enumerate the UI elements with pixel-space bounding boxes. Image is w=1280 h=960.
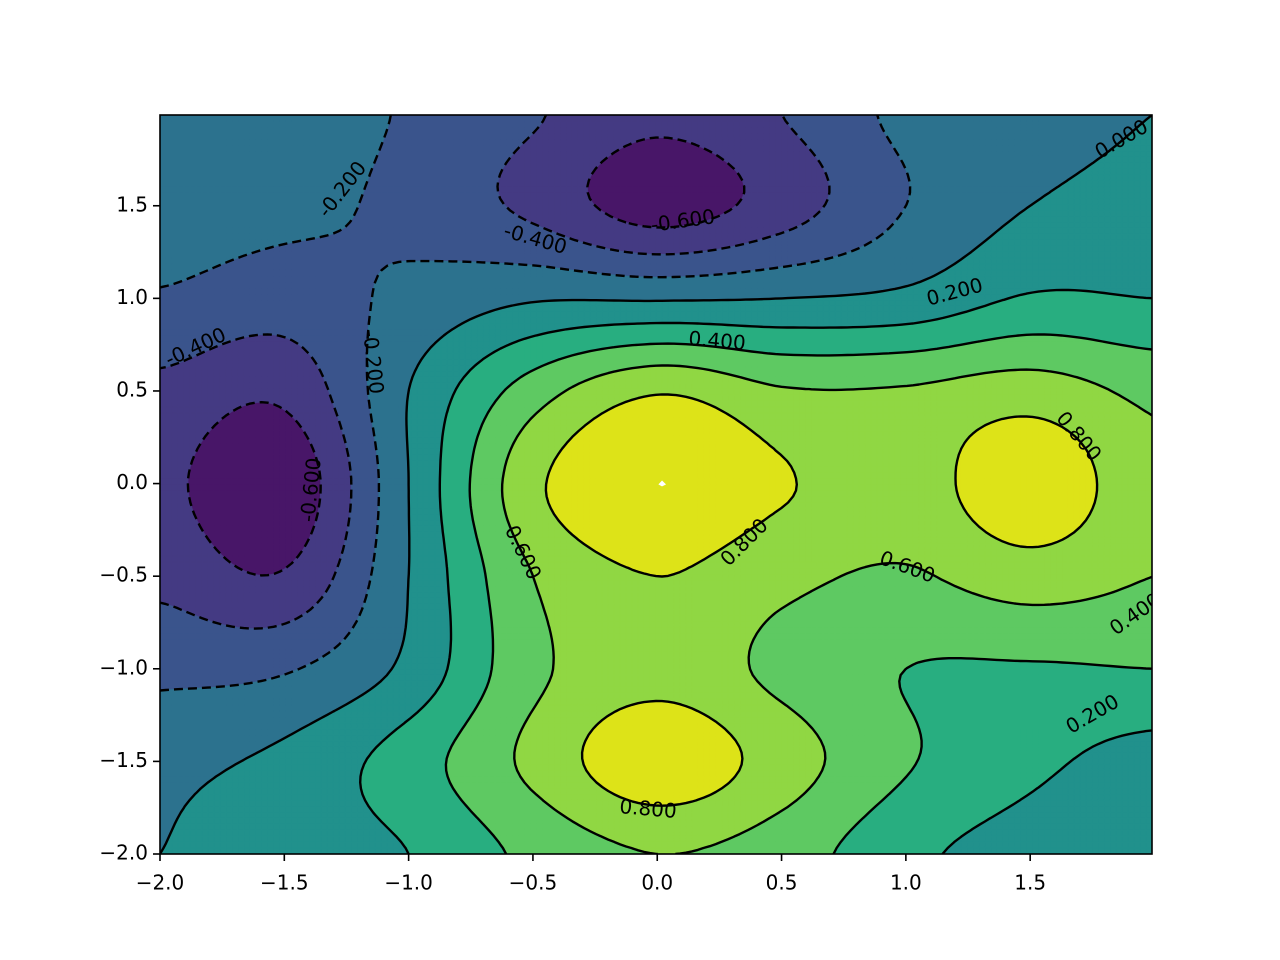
axes-frame (159, 114, 1153, 855)
y-tick-label: −1.5 (99, 748, 148, 772)
contour-label: 0.800 (619, 794, 678, 823)
contour-line (444, 333, 1152, 854)
y-tick-label: 1.0 (116, 285, 148, 309)
x-tick-label: −1.5 (260, 871, 309, 895)
contour-line (359, 288, 1152, 854)
contour-line (544, 393, 1099, 807)
x-tick-label: 0.0 (641, 871, 673, 895)
axes: −2.0 −1.5 −1.0 −0.5 0.0 0.5 1.0 1.5 −2.0 −1.5 −1.0… (99, 192, 1046, 894)
contour-band (160, 115, 911, 691)
contour-line (160, 115, 912, 692)
contour-lines (160, 115, 1152, 854)
y-tick-label: 1.5 (116, 192, 148, 216)
contour-band (160, 115, 830, 629)
contour-line (160, 115, 1152, 854)
y-tick-label: −2.0 (99, 841, 148, 865)
x-tick-label: 0.5 (766, 871, 798, 895)
x-tick-label: 1.0 (890, 871, 922, 895)
x-tick-label: −1.0 (384, 871, 433, 895)
y-tick-label: −0.5 (99, 563, 148, 587)
contour-band (359, 289, 1152, 854)
y-tick-label: −1.0 (99, 655, 148, 679)
x-tick-label: −2.0 (136, 871, 185, 895)
x-tick-label: 1.5 (1014, 871, 1046, 895)
y-tick-label: 0.5 (116, 377, 148, 401)
y-tick-label: 0.0 (116, 470, 148, 494)
contour-band (160, 115, 1152, 854)
contour-label: 0.400 (688, 326, 747, 355)
x-tick-label: −0.5 (509, 871, 558, 895)
contour-line (186, 136, 746, 577)
contour-line (500, 364, 1152, 854)
contour-line (160, 115, 831, 630)
